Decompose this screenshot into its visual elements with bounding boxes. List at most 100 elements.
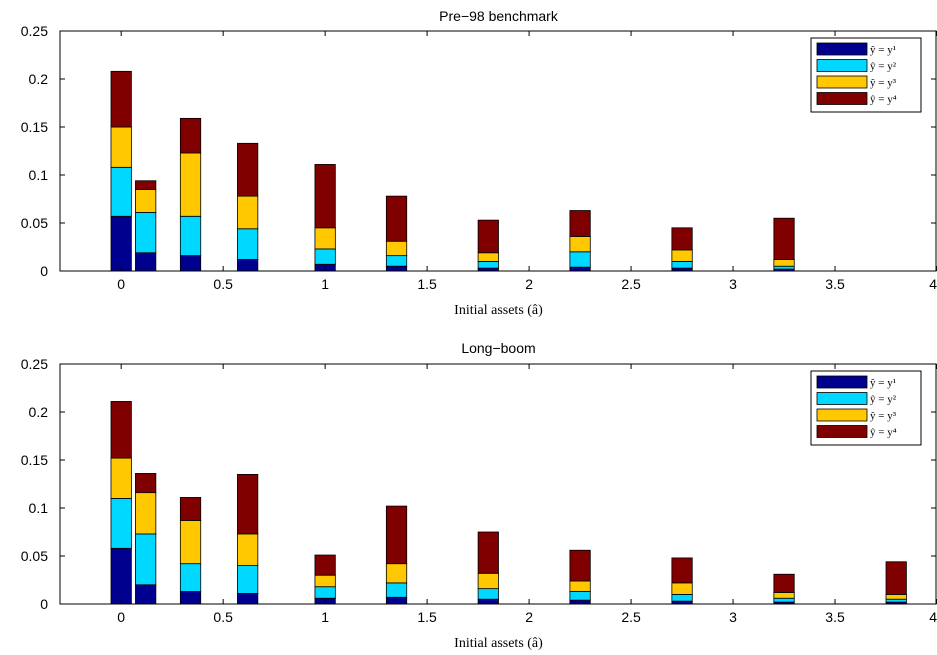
bar-segment-series2-x10 [773, 597, 795, 603]
bar-segment-series4-x6 [385, 505, 408, 565]
bar-segment-series3-x4 [237, 533, 259, 566]
bar-segment-series4-x1 [110, 70, 132, 128]
y-tick-label: 0.1 [29, 167, 49, 183]
bar-segment-series2-x9 [671, 594, 693, 602]
bar-segment-series4-x10 [773, 217, 795, 260]
legend: ŷ = y¹ ŷ = y² ŷ = y³ ŷ = y⁴ [810, 37, 922, 113]
bar-segment-series1-x4 [237, 259, 259, 272]
bar-segment-series3-x3 [179, 520, 202, 565]
x-tick-label: 1.5 [417, 609, 437, 625]
bar-segment-series3-x11 [885, 594, 907, 600]
bar-segment-series4-x2 [135, 180, 157, 190]
x-tick-label: 1 [321, 276, 329, 292]
bar-segment-series3-x4 [237, 195, 259, 230]
x-tick-label: 0.5 [213, 609, 233, 625]
bar-segment-series2-x5 [314, 248, 336, 265]
chart-title: Pre−98 benchmark [439, 8, 559, 24]
legend-swatch [816, 42, 868, 56]
bar-segment-series3-x5 [314, 227, 336, 250]
chart-title: Long−boom [461, 340, 535, 356]
bar-segment-series4-x4 [237, 473, 259, 535]
bar-segment-series3-x2 [135, 492, 157, 535]
bar-segment-series4-x3 [179, 497, 202, 521]
bar-segment-series4-x6 [385, 195, 408, 242]
bar-segment-series2-x3 [179, 563, 202, 592]
legend-label: ŷ = y¹ [870, 44, 896, 56]
legend-swatch [816, 408, 868, 422]
bar-segment-series1-x2 [135, 252, 157, 272]
legend-label: ŷ = y² [870, 394, 897, 406]
plot-area-frame [59, 363, 937, 605]
x-axis-label: Initial assets (â) [454, 303, 543, 318]
bar-segment-series3-x10 [773, 592, 795, 599]
bar-segment-series1-x4 [237, 593, 259, 605]
legend-label: ŷ = y⁴ [870, 427, 897, 439]
x-tick-label: 0 [117, 276, 125, 292]
x-tick-label: 3 [729, 609, 737, 625]
bar-segment-series2-x7 [477, 260, 499, 269]
bar-segment-series1-x8 [569, 599, 591, 605]
bar-segment-series1-x3 [179, 591, 202, 605]
bar-segment-series1-x7 [477, 598, 499, 605]
bar-segment-series2-x9 [671, 260, 693, 269]
bar-segment-series2-x6 [385, 255, 408, 267]
y-tick-label: 0.1 [29, 500, 49, 516]
bar-segment-series4-x5 [314, 164, 336, 229]
bar-segment-series2-x6 [385, 582, 408, 598]
bar-segment-series4-x8 [569, 549, 591, 582]
bar-segment-series2-x1 [110, 497, 132, 549]
legend-swatch [816, 59, 868, 72]
bar-segment-series1-x1 [110, 547, 132, 605]
x-tick-label: 4 [929, 609, 937, 625]
legend-label: ŷ = y⁴ [870, 94, 897, 106]
y-tick-label: 0.2 [29, 71, 49, 87]
legend-label: ŷ = y² [870, 61, 897, 73]
bar-segment-series3-x6 [385, 240, 408, 257]
bar-segment-series3-x6 [385, 563, 408, 584]
bar-segment-series1-x1 [110, 215, 132, 272]
bar-segment-series2-x11 [885, 598, 907, 603]
bar-segment-series3-x10 [773, 259, 795, 267]
bar-segment-series4-x7 [477, 219, 499, 254]
bar-segment-series4-x2 [135, 473, 157, 494]
bar-segment-series4-x7 [477, 531, 499, 574]
y-tick-label: 0 [40, 596, 48, 612]
bar-segment-series4-x4 [237, 142, 259, 197]
bar-segment-series3-x7 [477, 572, 499, 590]
y-tick-label: 0.2 [29, 404, 49, 420]
x-tick-label: 4 [929, 276, 937, 292]
y-tick-label: 0.25 [21, 23, 48, 39]
x-tick-label: 3.5 [825, 609, 845, 625]
x-axis-label: Initial assets (â) [454, 636, 543, 651]
bar-segment-series2-x8 [569, 251, 591, 268]
bar-segment-series4-x11 [885, 561, 907, 595]
chart-panel-2: 0 0.5 1 1.5 2 2.5 3 3.5 4 0 0.05 0.1 0.15 0.2 0.25 Long… [21, 340, 937, 651]
bar-segment-series1-x6 [385, 596, 408, 605]
bar-segment-series3-x8 [569, 236, 591, 253]
y-tick-label: 0.05 [21, 548, 48, 564]
legend-swatch [816, 375, 868, 389]
x-tick-label: 1.5 [417, 276, 437, 292]
legend-label: ŷ = y³ [870, 77, 897, 89]
x-tick-label: 0 [117, 609, 125, 625]
legend-label: ŷ = y³ [870, 410, 897, 422]
bar-segment-series2-x7 [477, 588, 499, 600]
x-tick-label: 3.5 [825, 276, 845, 292]
bar-segment-series2-x3 [179, 215, 202, 257]
bar-segment-series1-x6 [385, 265, 408, 272]
bar-segment-series3-x9 [671, 582, 693, 595]
chart-panel-1: 0 0.5 1 1.5 2 2.5 3 3.5 4 0 0.05 0.1 0.15 0.2 0.25 Pre−… [21, 8, 937, 318]
legend-swatch [816, 92, 868, 105]
bar-segment-series4-x1 [110, 401, 132, 459]
y-tick-label: 0.15 [21, 119, 48, 135]
x-tick-label: 1 [321, 609, 329, 625]
x-tick-label: 2.5 [621, 276, 641, 292]
y-tick-label: 0.05 [21, 215, 48, 231]
x-tick-label: 2 [525, 276, 533, 292]
bar-segment-series3-x3 [179, 152, 202, 217]
bar-segment-series4-x9 [671, 227, 693, 251]
y-tick-label: 0.15 [21, 452, 48, 468]
x-tick-label: 0.5 [213, 276, 233, 292]
x-tick-label: 2 [525, 609, 533, 625]
bar-segment-series1-x2 [135, 584, 157, 605]
